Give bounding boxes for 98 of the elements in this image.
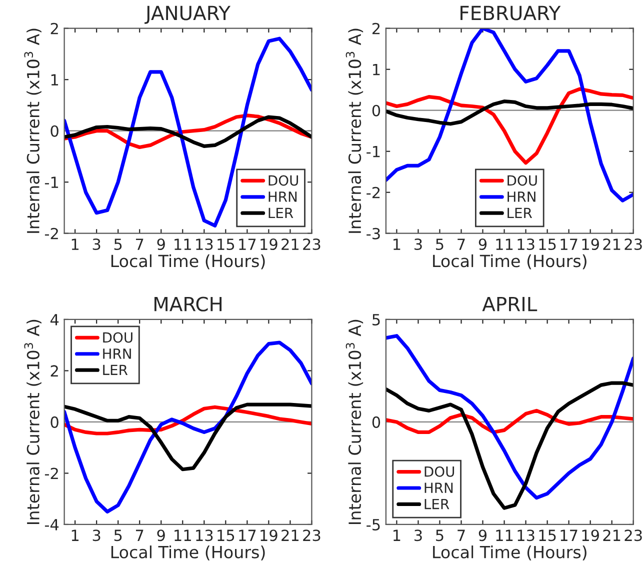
y-tick-label: 2 bbox=[372, 22, 380, 34]
x-tick-label: 9 bbox=[157, 238, 165, 250]
x-tick-label: 13 bbox=[196, 238, 213, 250]
y-tick-label: -3 bbox=[366, 228, 380, 240]
y-tick-label: -1 bbox=[366, 146, 380, 158]
x-axis-title: Local Time (Hours) bbox=[433, 546, 586, 560]
y-tick-label: 5 bbox=[372, 314, 380, 326]
y-tick-label: -5 bbox=[366, 519, 380, 530]
line-series bbox=[386, 100, 634, 126]
line-series bbox=[386, 381, 634, 510]
legend-label: DOU bbox=[508, 175, 537, 186]
chart-title: APRIL bbox=[482, 296, 538, 312]
y-tick-label: 0 bbox=[50, 416, 58, 428]
x-tick-label: 3 bbox=[414, 238, 422, 250]
x-tick-label: 23 bbox=[303, 238, 320, 250]
line-series bbox=[64, 402, 312, 472]
x-tick-label: 11 bbox=[174, 530, 191, 541]
y-axis-title: Internal Current (x10$^{3}$ A) bbox=[24, 320, 42, 524]
chart-title: FEBRUARY bbox=[460, 6, 561, 20]
x-tick-label: 7 bbox=[136, 530, 144, 541]
legend-label: DOU bbox=[103, 332, 132, 343]
x-tick-label: 13 bbox=[518, 238, 534, 250]
y-tick-label: 0 bbox=[372, 416, 380, 428]
x-tick-label: 17 bbox=[560, 238, 578, 250]
x-tick-label: 11 bbox=[496, 238, 513, 250]
legend-label: HRN bbox=[508, 192, 536, 202]
x-tick-label: 23 bbox=[303, 530, 320, 542]
x-tick-label: 17 bbox=[239, 530, 256, 541]
x-tick-label: 19 bbox=[260, 238, 278, 250]
x-tick-label: 5 bbox=[114, 530, 122, 542]
line-series bbox=[386, 408, 634, 434]
x-tick-label: 1 bbox=[72, 238, 79, 250]
x-tick-label: 7 bbox=[458, 530, 465, 541]
line-series bbox=[64, 36, 312, 228]
x-tick-label: 21 bbox=[282, 238, 299, 250]
x-tick-label: 17 bbox=[560, 530, 578, 541]
x-tick-label: 9 bbox=[478, 238, 487, 250]
x-tick-label: 5 bbox=[436, 530, 444, 542]
x-tick-label: 21 bbox=[603, 238, 620, 250]
legend-label: LER bbox=[268, 208, 294, 218]
x-tick-label: 1 bbox=[72, 530, 79, 541]
x-tick-label: 7 bbox=[458, 238, 465, 250]
x-tick-label: 13 bbox=[518, 530, 534, 542]
y-tick-label: -4 bbox=[44, 519, 59, 530]
y-tick-label: 2 bbox=[50, 365, 58, 377]
line-series bbox=[386, 334, 634, 500]
x-tick-label: 7 bbox=[136, 238, 144, 250]
x-tick-label: 15 bbox=[218, 238, 234, 250]
y-axis-title: Internal Current (x10$^{3}$ A) bbox=[24, 28, 42, 233]
x-tick-label: 19 bbox=[260, 530, 278, 542]
x-tick-label: 19 bbox=[582, 530, 599, 542]
chart-title: JANUARY bbox=[144, 6, 231, 24]
x-tick-label: 23 bbox=[624, 530, 642, 542]
y-tick-label: 1 bbox=[51, 74, 58, 86]
x-tick-label: 23 bbox=[624, 238, 642, 250]
y-tick-label: -2 bbox=[44, 468, 58, 480]
x-tick-label: 15 bbox=[539, 238, 556, 250]
y-axis-title: Internal Current (x10$^{3}$ A) bbox=[346, 28, 364, 233]
x-tick-label: 3 bbox=[92, 530, 100, 542]
x-axis-title: Local Time (Hours) bbox=[433, 254, 586, 270]
x-axis-title: Local Time (Hours) bbox=[111, 254, 265, 270]
legend-label: LER bbox=[103, 364, 128, 375]
x-tick-label: 13 bbox=[196, 530, 213, 542]
y-tick-label: 2 bbox=[50, 22, 58, 34]
x-tick-label: 9 bbox=[157, 530, 165, 542]
x-axis-title: Local Time (Hours) bbox=[111, 546, 265, 560]
x-tick-label: 1 bbox=[394, 238, 400, 250]
legend-label: LER bbox=[424, 498, 450, 510]
y-axis-title: Internal Current (x10$^{3}$ A) bbox=[346, 320, 364, 524]
y-tick-label: -2 bbox=[44, 228, 58, 240]
x-tick-label: 19 bbox=[582, 238, 599, 250]
y-tick-label: -2 bbox=[366, 186, 380, 198]
y-tick-label: 0 bbox=[372, 104, 380, 116]
y-tick-label: -1 bbox=[44, 176, 58, 188]
x-tick-label: 9 bbox=[478, 530, 487, 542]
x-tick-label: 1 bbox=[394, 530, 400, 541]
legend-label: HRN bbox=[103, 348, 131, 359]
x-tick-label: 11 bbox=[496, 530, 513, 541]
x-tick-label: 21 bbox=[603, 530, 620, 541]
chart-title: MARCH bbox=[154, 296, 222, 312]
x-tick-label: 21 bbox=[282, 530, 299, 541]
x-tick-label: 3 bbox=[414, 530, 422, 542]
y-tick-label: 0 bbox=[50, 125, 58, 137]
x-tick-label: 15 bbox=[539, 530, 556, 542]
y-tick-label: 4 bbox=[50, 314, 59, 326]
x-tick-label: 17 bbox=[239, 238, 256, 250]
legend-label: HRN bbox=[424, 482, 453, 493]
line-series bbox=[386, 87, 634, 165]
x-tick-label: 11 bbox=[174, 238, 191, 250]
legend-label: DOU bbox=[268, 175, 298, 186]
x-tick-label: 5 bbox=[436, 238, 444, 250]
legend-label: LER bbox=[508, 208, 532, 218]
legend-label: DOU bbox=[424, 466, 454, 477]
y-tick-label: 1 bbox=[373, 64, 380, 76]
legend-label: HRN bbox=[268, 192, 297, 202]
x-tick-label: 3 bbox=[92, 238, 100, 250]
x-tick-label: 5 bbox=[114, 238, 122, 250]
x-tick-label: 15 bbox=[218, 530, 234, 542]
